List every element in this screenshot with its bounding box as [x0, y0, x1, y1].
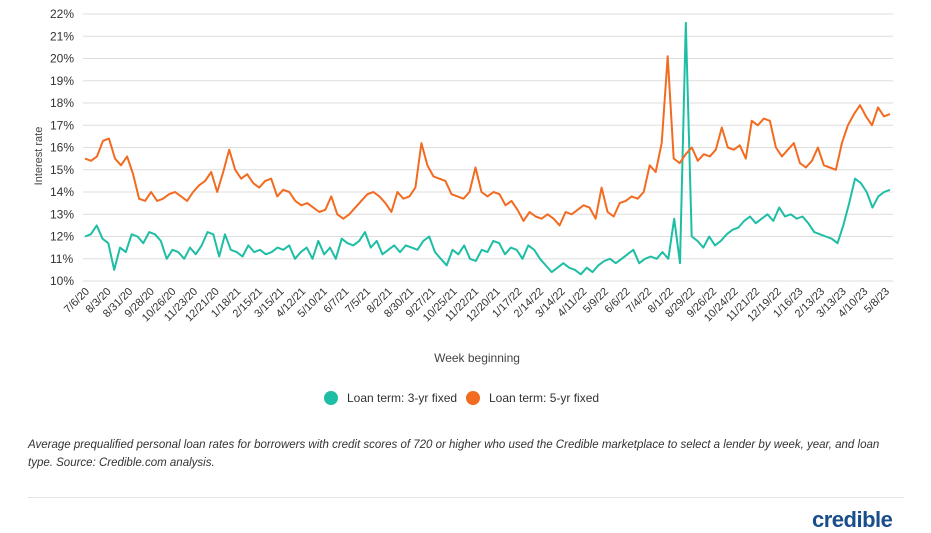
legend-3yr-swatch — [324, 391, 338, 405]
y-tick-label: 19% — [50, 74, 74, 88]
y-tick-label: 12% — [50, 230, 74, 244]
y-tick-label: 14% — [50, 185, 74, 199]
y-tick-label: 13% — [50, 207, 74, 221]
y-tick-label: 11% — [50, 252, 73, 266]
y-tick-label: 20% — [50, 52, 74, 66]
y-tick-labels: 10% 11% 12% 13% 14% 15% 16% 17% 18% 19% 20% 21% 22% — [50, 7, 74, 288]
brand-logo: credible — [812, 507, 893, 532]
legend-3yr-label: Loan term: 3-yr fixed — [347, 391, 457, 405]
footer-divider — [28, 497, 904, 498]
series-5yr-line — [84, 55, 891, 227]
chart-caption: Average prequalified personal loan rates… — [28, 439, 880, 469]
series-3yr-line — [84, 21, 891, 276]
y-tick-label: 17% — [50, 118, 74, 132]
line-chart: 10%11%12%13%14%15%16%17%18%19%20%21%22% … — [33, 7, 893, 405]
legend: Loan term: 3-yr fixed Loan term: 5-yr fi… — [324, 391, 599, 405]
gridlines — [83, 13, 893, 282]
legend-5yr-label: Loan term: 5-yr fixed — [489, 391, 599, 405]
y-tick-label: 16% — [50, 141, 74, 155]
legend-5yr-swatch — [466, 391, 480, 405]
x-axis-label: Week beginning — [434, 351, 520, 365]
y-tick-label: 21% — [50, 29, 74, 43]
y-tick-label: 18% — [50, 96, 74, 110]
y-axis-label: Interest rate — [33, 127, 45, 186]
y-tick-label: 15% — [50, 163, 74, 177]
y-tick-label: 22% — [50, 7, 74, 21]
y-tick-label: 10% — [50, 274, 74, 288]
x-tick-labels: 7/6/208/3/208/31/209/28/2010/26/2011/23/… — [62, 286, 892, 325]
series-lines — [84, 21, 891, 276]
